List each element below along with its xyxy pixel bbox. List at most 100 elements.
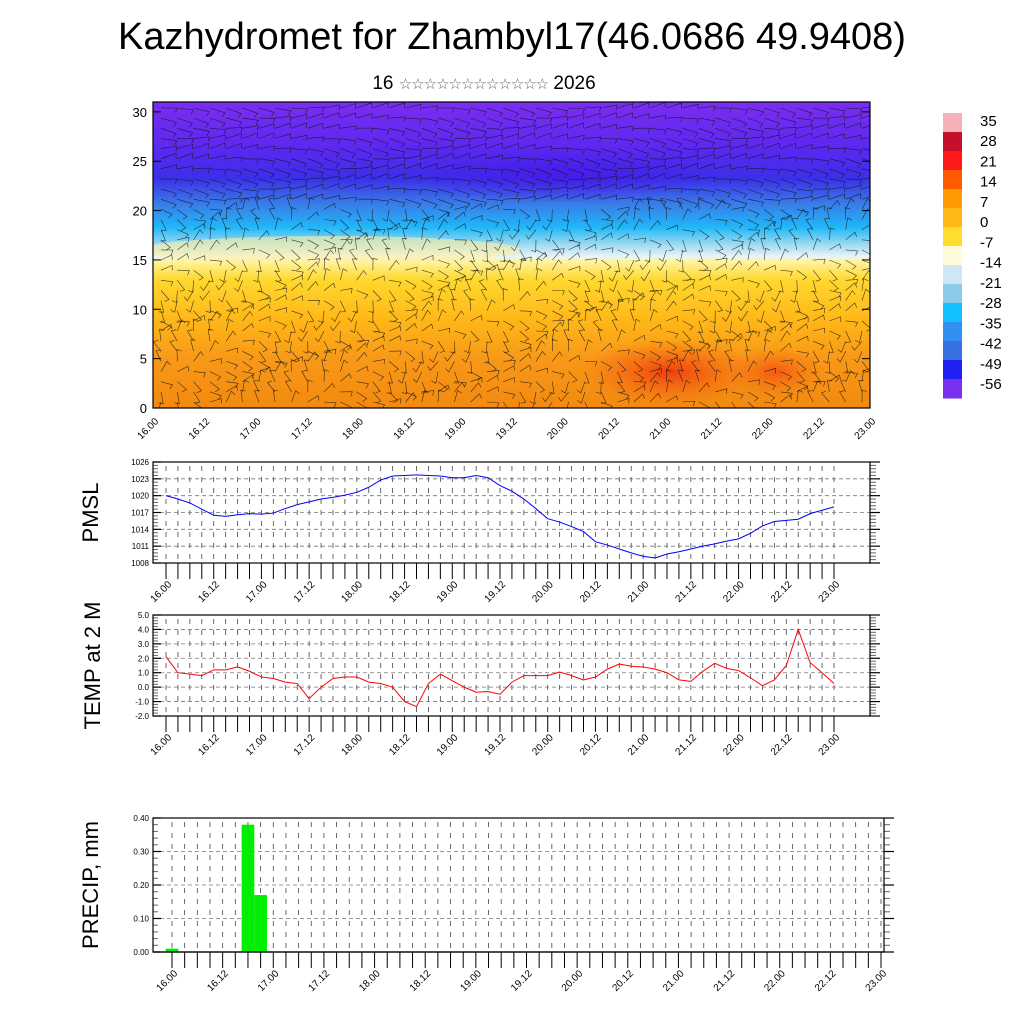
wind-barb bbox=[486, 330, 493, 343]
wind-barb bbox=[356, 138, 373, 147]
wind-barb bbox=[199, 290, 211, 301]
wind-barb bbox=[405, 103, 422, 110]
wind-barb bbox=[405, 248, 414, 261]
wind-barb bbox=[193, 401, 203, 408]
wind-barb bbox=[267, 380, 276, 393]
wind-barb bbox=[478, 279, 488, 291]
wind-barb bbox=[470, 376, 483, 383]
colorbar-swatch bbox=[943, 265, 962, 285]
wind-barb bbox=[601, 232, 613, 241]
wind-barb bbox=[772, 300, 781, 313]
wind-barb bbox=[696, 349, 702, 362]
wind-barb bbox=[731, 244, 744, 251]
wind-barb bbox=[454, 239, 467, 245]
wind-barb bbox=[519, 340, 532, 349]
colorbar-label: 28 bbox=[980, 133, 997, 150]
x-tick-label: 20.12 bbox=[578, 579, 604, 605]
wind-barb bbox=[177, 178, 194, 186]
wind-barb bbox=[861, 259, 870, 269]
wind-barb bbox=[780, 156, 797, 163]
wind-barb bbox=[349, 248, 357, 261]
wind-barb bbox=[597, 329, 604, 342]
wind-barb bbox=[829, 259, 842, 269]
y-tick-label: 1011 bbox=[132, 542, 150, 551]
wind-barb bbox=[470, 178, 487, 188]
wind-barb bbox=[256, 260, 262, 273]
wind-barb bbox=[678, 260, 684, 273]
wind-barb bbox=[861, 239, 870, 241]
wind-barb bbox=[519, 353, 531, 362]
wind-barb bbox=[633, 184, 650, 190]
x-tick-label: 16.12 bbox=[205, 968, 231, 994]
wind-barb bbox=[503, 351, 515, 362]
wind-barb bbox=[258, 107, 275, 117]
wind-barb bbox=[454, 206, 467, 212]
wind-barb bbox=[715, 257, 728, 264]
wind-barb bbox=[356, 148, 373, 159]
wind-barb bbox=[535, 257, 543, 271]
wind-barb bbox=[791, 217, 798, 230]
wind-barb bbox=[518, 401, 520, 408]
wind-barb bbox=[731, 152, 747, 159]
wind-barb bbox=[421, 198, 438, 209]
wind-barb bbox=[258, 230, 270, 240]
wind-barb bbox=[568, 312, 580, 322]
wind-barb bbox=[193, 198, 210, 207]
wind-barb bbox=[236, 207, 243, 220]
wind-barb bbox=[535, 330, 549, 337]
wind-barb bbox=[793, 237, 800, 250]
wind-barb bbox=[421, 147, 439, 153]
wind-barb bbox=[627, 280, 635, 293]
wind-barb bbox=[499, 249, 506, 263]
wind-barb bbox=[275, 287, 288, 293]
wind-barb bbox=[633, 361, 644, 373]
wind-barb bbox=[226, 361, 239, 370]
wind-barb bbox=[368, 300, 374, 314]
wind-barb bbox=[582, 209, 588, 222]
wind-barb bbox=[682, 162, 699, 170]
wind-barb bbox=[291, 158, 308, 168]
wind-barb bbox=[780, 217, 787, 230]
chart-subtitle: 16 ☆☆☆☆☆☆☆☆☆☆☆☆ 2026 bbox=[0, 73, 968, 95]
wind-barb bbox=[805, 218, 814, 230]
wind-barb bbox=[242, 178, 259, 189]
wind-barb bbox=[340, 158, 357, 168]
wind-barb bbox=[731, 107, 748, 115]
wind-barb bbox=[796, 323, 809, 332]
wind-barb bbox=[666, 102, 682, 109]
wind-barb bbox=[774, 228, 781, 240]
y-tick-label: 2.0 bbox=[138, 654, 150, 663]
wind-barb bbox=[496, 278, 504, 291]
wind-barb bbox=[209, 239, 220, 251]
wind-barb bbox=[160, 164, 177, 170]
wind-barb bbox=[340, 138, 357, 146]
wind-barb bbox=[861, 389, 868, 403]
wind-barb bbox=[258, 132, 275, 139]
wind-barb bbox=[438, 188, 454, 198]
wind-barb bbox=[323, 268, 331, 281]
wind-barb bbox=[649, 280, 655, 292]
wind-barb bbox=[747, 330, 761, 337]
x-tick-label: 23.00 bbox=[817, 732, 843, 758]
wind-barb bbox=[291, 249, 301, 261]
wind-barb bbox=[209, 188, 226, 199]
wind-barb bbox=[617, 391, 630, 400]
temperature-cross-section-panel: 0 5 10 15 20 25 30 16.00 16.12 17.00 17.12 18.00 18.… bbox=[133, 101, 878, 442]
wind-barb bbox=[421, 300, 432, 311]
wind-barb bbox=[307, 193, 324, 200]
x-tick-label: 18.12 bbox=[387, 579, 413, 605]
wind-barb bbox=[372, 257, 378, 271]
wind-barb bbox=[601, 148, 617, 158]
wind-barb bbox=[679, 359, 685, 372]
wind-barb bbox=[861, 115, 870, 119]
wind-barb bbox=[617, 148, 633, 159]
wind-barb bbox=[389, 116, 406, 122]
wind-barb bbox=[356, 290, 369, 299]
temperature-field bbox=[153, 102, 870, 408]
wind-barb bbox=[715, 290, 728, 297]
wind-barb bbox=[780, 197, 797, 204]
wind-barb bbox=[356, 381, 369, 389]
wind-barb bbox=[666, 198, 683, 208]
wind-barb bbox=[470, 128, 487, 136]
y-tick-label: 0.20 bbox=[133, 881, 149, 890]
